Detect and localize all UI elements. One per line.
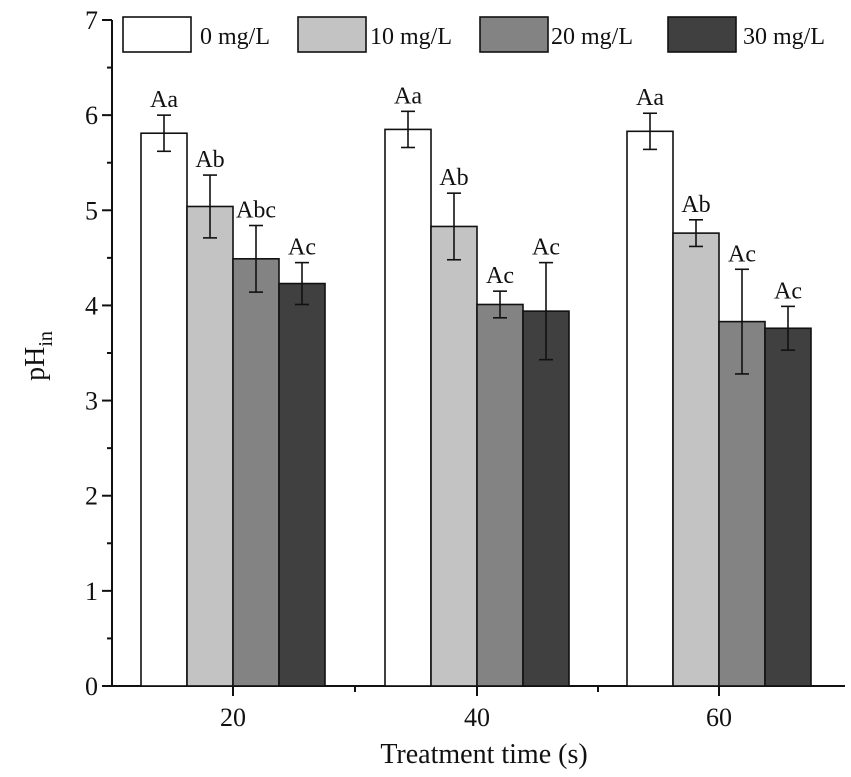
x-ticks: 20 40 60 [220,686,732,732]
legend-swatch-0 [122,16,192,53]
bar-60s-series2 [718,320,766,687]
bar-20s-series0 [140,132,188,687]
x-tick-label-2: 60 [706,703,732,732]
x-tick-label-1: 40 [464,703,490,732]
y-axis-title: pHin [20,331,57,381]
sig-label-40s-series0: Aa [394,83,422,109]
sig-label-40s-series3: Ac [532,235,560,261]
bar-20s-series1 [186,205,234,687]
legend-swatch-2 [479,16,549,53]
bar-40s-series1 [430,225,478,687]
y-axis-title-main: pH [20,347,51,381]
y-tick-label-4: 4 [85,291,98,320]
y-tick-label-5: 5 [85,196,98,225]
bars [140,128,812,687]
legend: 0 mg/L 10 mg/L 20 mg/L 30 mg/L [122,16,825,53]
y-tick-label-3: 3 [85,387,98,416]
legend-swatch-1 [297,16,367,53]
sig-label-20s-series3: Ac [288,235,316,261]
legend-label-3: 30 mg/L [743,24,825,50]
bar-20s-series2 [232,258,280,687]
sig-label-20s-series2: Abc [236,198,276,224]
legend-label-1: 10 mg/L [370,24,452,50]
bar-20s-series3 [278,282,326,687]
y-ticks: 0 1 2 3 4 5 6 7 [85,6,112,701]
y-tick-label-7: 7 [85,6,98,35]
sig-label-60s-series2: Ac [728,241,756,267]
legend-label-2: 20 mg/L [551,24,633,50]
x-axis-title: Treatment time (s) [380,739,587,770]
y-tick-label-2: 2 [85,482,98,511]
sig-label-20s-series1: Ab [195,147,224,173]
sig-label-60s-series1: Ab [681,192,710,218]
y-tick-label-6: 6 [85,101,98,130]
bar-40s-series2 [476,303,524,687]
legend-swatch-3 [667,16,737,53]
sig-label-40s-series2: Ac [486,263,514,289]
significance-labels: Aa Ab Abc Ac Aa Ab Ac Ac Aa Ab Ac Ac [150,83,802,304]
y-axis-title-subscript: in [35,331,57,347]
bar-60s-series0 [626,130,674,687]
sig-label-20s-series0: Aa [150,87,178,113]
y-tick-label-1: 1 [85,577,98,606]
sig-label-40s-series1: Ab [439,165,468,191]
bar-60s-series3 [764,327,812,687]
x-tick-label-0: 20 [220,703,246,732]
sig-label-60s-series3: Ac [774,278,802,304]
sig-label-60s-series0: Aa [636,85,664,111]
bar-40s-series3 [522,310,570,687]
legend-label-0: 0 mg/L [200,24,270,50]
y-tick-label-0: 0 [85,672,98,701]
error-bars [157,110,795,375]
bar-60s-series1 [672,232,720,687]
bar-40s-series0 [384,128,432,687]
